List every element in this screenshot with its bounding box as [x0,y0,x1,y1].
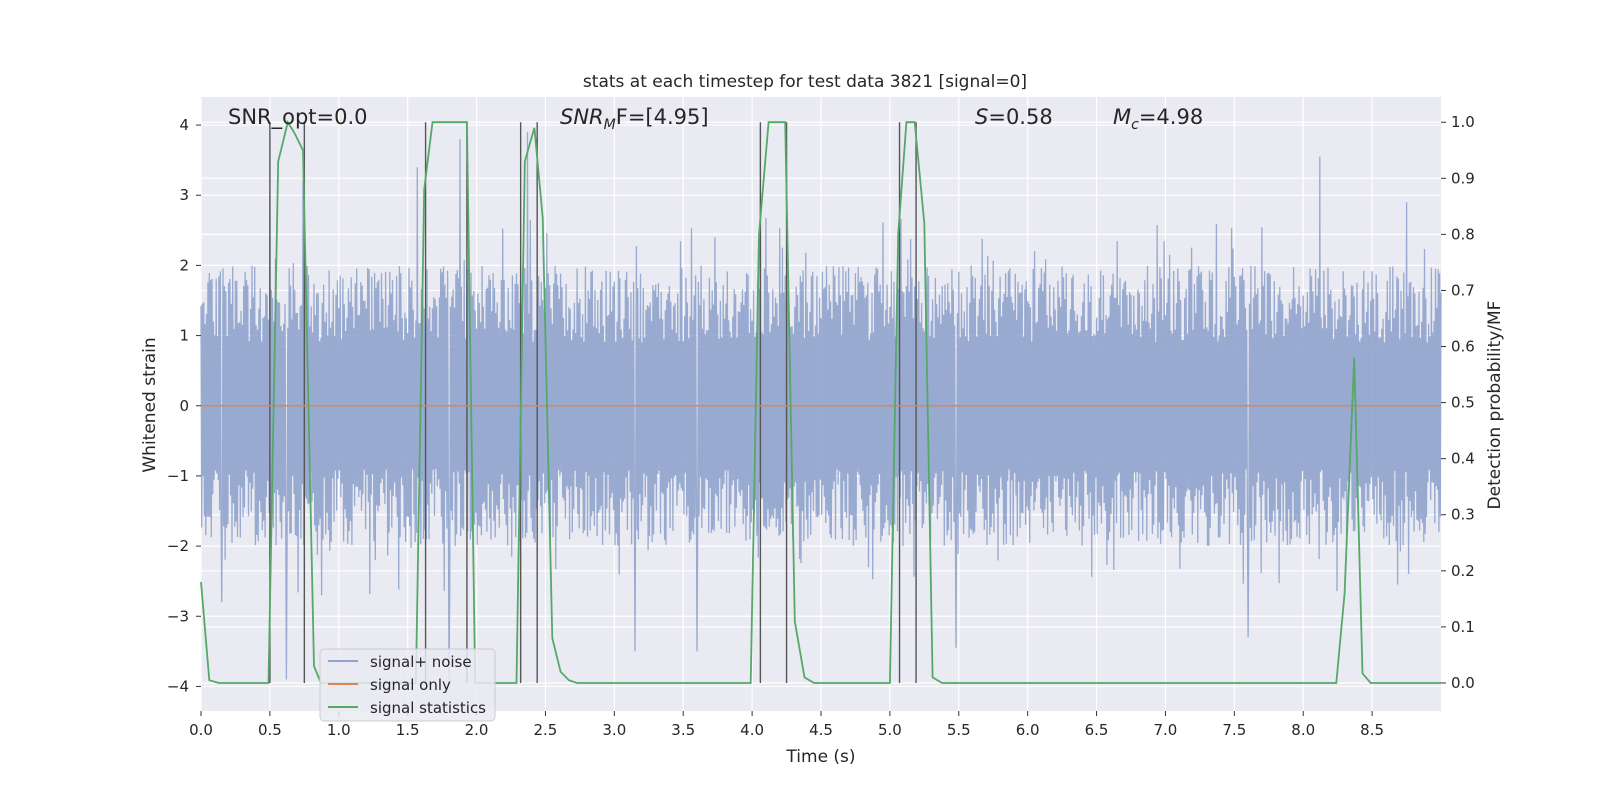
y-tick-label: −2 [167,537,189,555]
x-tick-label: 6.0 [1016,721,1040,739]
y-tick-label: −4 [167,677,189,695]
x-tick-label: 0.0 [189,721,213,739]
annotations: SNR_opt=0.0 SNRMF=[4.95] S=0.58 Mc=4.98 [228,105,1203,133]
signal-plus-noise-trace [200,132,1442,680]
y2-tick-label: 1.0 [1451,113,1475,131]
x-tick-label: 4.5 [809,721,833,739]
y-axis-ticks: 4 3 2 1 0 −1 −2 −3 −4 [167,116,201,695]
y-tick-label: −3 [167,607,189,625]
x-tick-label: 4.0 [740,721,764,739]
annotation-mc: Mc=4.98 [1113,105,1203,133]
x-tick-label: 5.5 [947,721,971,739]
mc-subscript: c [1131,117,1139,133]
snr-mf-symbol: SNR [560,105,604,129]
x-tick-label: 7.0 [1154,721,1178,739]
mc-symbol: M [1113,105,1131,129]
y2-tick-label: 0.4 [1451,450,1475,468]
y-tick-label: 4 [179,116,189,134]
annotation-snr-mf: SNRMF=[4.95] [560,105,709,133]
x-axis-ticks: 0.0 0.5 1.0 1.5 2.0 2.5 3.0 3.5 4.0 4.5 5.0 5.5 6.0 6… [189,711,1384,739]
y2-tick-label: 0.6 [1451,338,1475,356]
y-tick-label: 0 [179,397,189,415]
legend-box [319,648,496,722]
chart-title: stats at each timestep for test data 382… [583,72,1027,92]
y2-tick-label: 0.8 [1451,225,1475,243]
x-tick-label: 3.5 [671,721,695,739]
y2-tick-label: 0.2 [1451,562,1475,580]
x-tick-label: 3.0 [602,721,626,739]
legend-label-signal-only: signal only [370,676,451,694]
s-value: =0.58 [988,105,1052,129]
x-tick-label: 1.5 [396,721,420,739]
statistics-line [200,119,1441,684]
x-tick-label: 0.5 [258,721,282,739]
y2-tick-label: 0.9 [1451,169,1475,187]
y2-tick-label: 0.7 [1451,281,1475,299]
mc-value: =4.98 [1139,105,1203,129]
y2-tick-label: 0.1 [1451,618,1475,636]
x-tick-label: 1.0 [327,721,351,739]
x-tick-label: 8.0 [1291,721,1315,739]
legend-label-noise: signal+ noise [370,653,472,671]
y2-tick-label: 0.5 [1451,394,1475,412]
y2-axis-ticks: 1.0 0.9 0.8 0.7 0.6 0.5 0.4 0.3 0.2 0.1 0.0 [1441,113,1475,692]
noise-line [200,132,1442,680]
y-tick-label: −1 [167,467,189,485]
x-tick-label: 2.0 [465,721,489,739]
y-tick-label: 1 [179,327,189,345]
x-tick-label: 6.5 [1085,721,1109,739]
y2-tick-label: 0.3 [1451,506,1475,524]
s-symbol: S [975,105,988,129]
legend-label-statistics: signal statistics [370,699,486,717]
y-tick-label: 2 [179,256,189,274]
legend: signal+ noise signal only signal statist… [319,648,496,722]
y-axis-label: Whitened strain [140,337,160,472]
x-tick-label: 2.5 [534,721,558,739]
y2-tick-label: 0.0 [1451,674,1475,692]
x-tick-label: 7.5 [1222,721,1246,739]
y-tick-label: 3 [179,186,189,204]
x-tick-label: 5.0 [878,721,902,739]
x-axis-label: Time (s) [785,747,855,767]
signal-statistics-trace [200,119,1441,684]
snr-mf-subscript: M [604,117,616,133]
snr-mf-value: F=[4.95] [616,105,709,129]
x-tick-label: 8.5 [1360,721,1384,739]
annotation-s: S=0.58 [975,105,1053,129]
annotation-snr-opt: SNR_opt=0.0 [228,105,368,130]
y2-axis-label: Detection probability/MF [1485,301,1505,510]
